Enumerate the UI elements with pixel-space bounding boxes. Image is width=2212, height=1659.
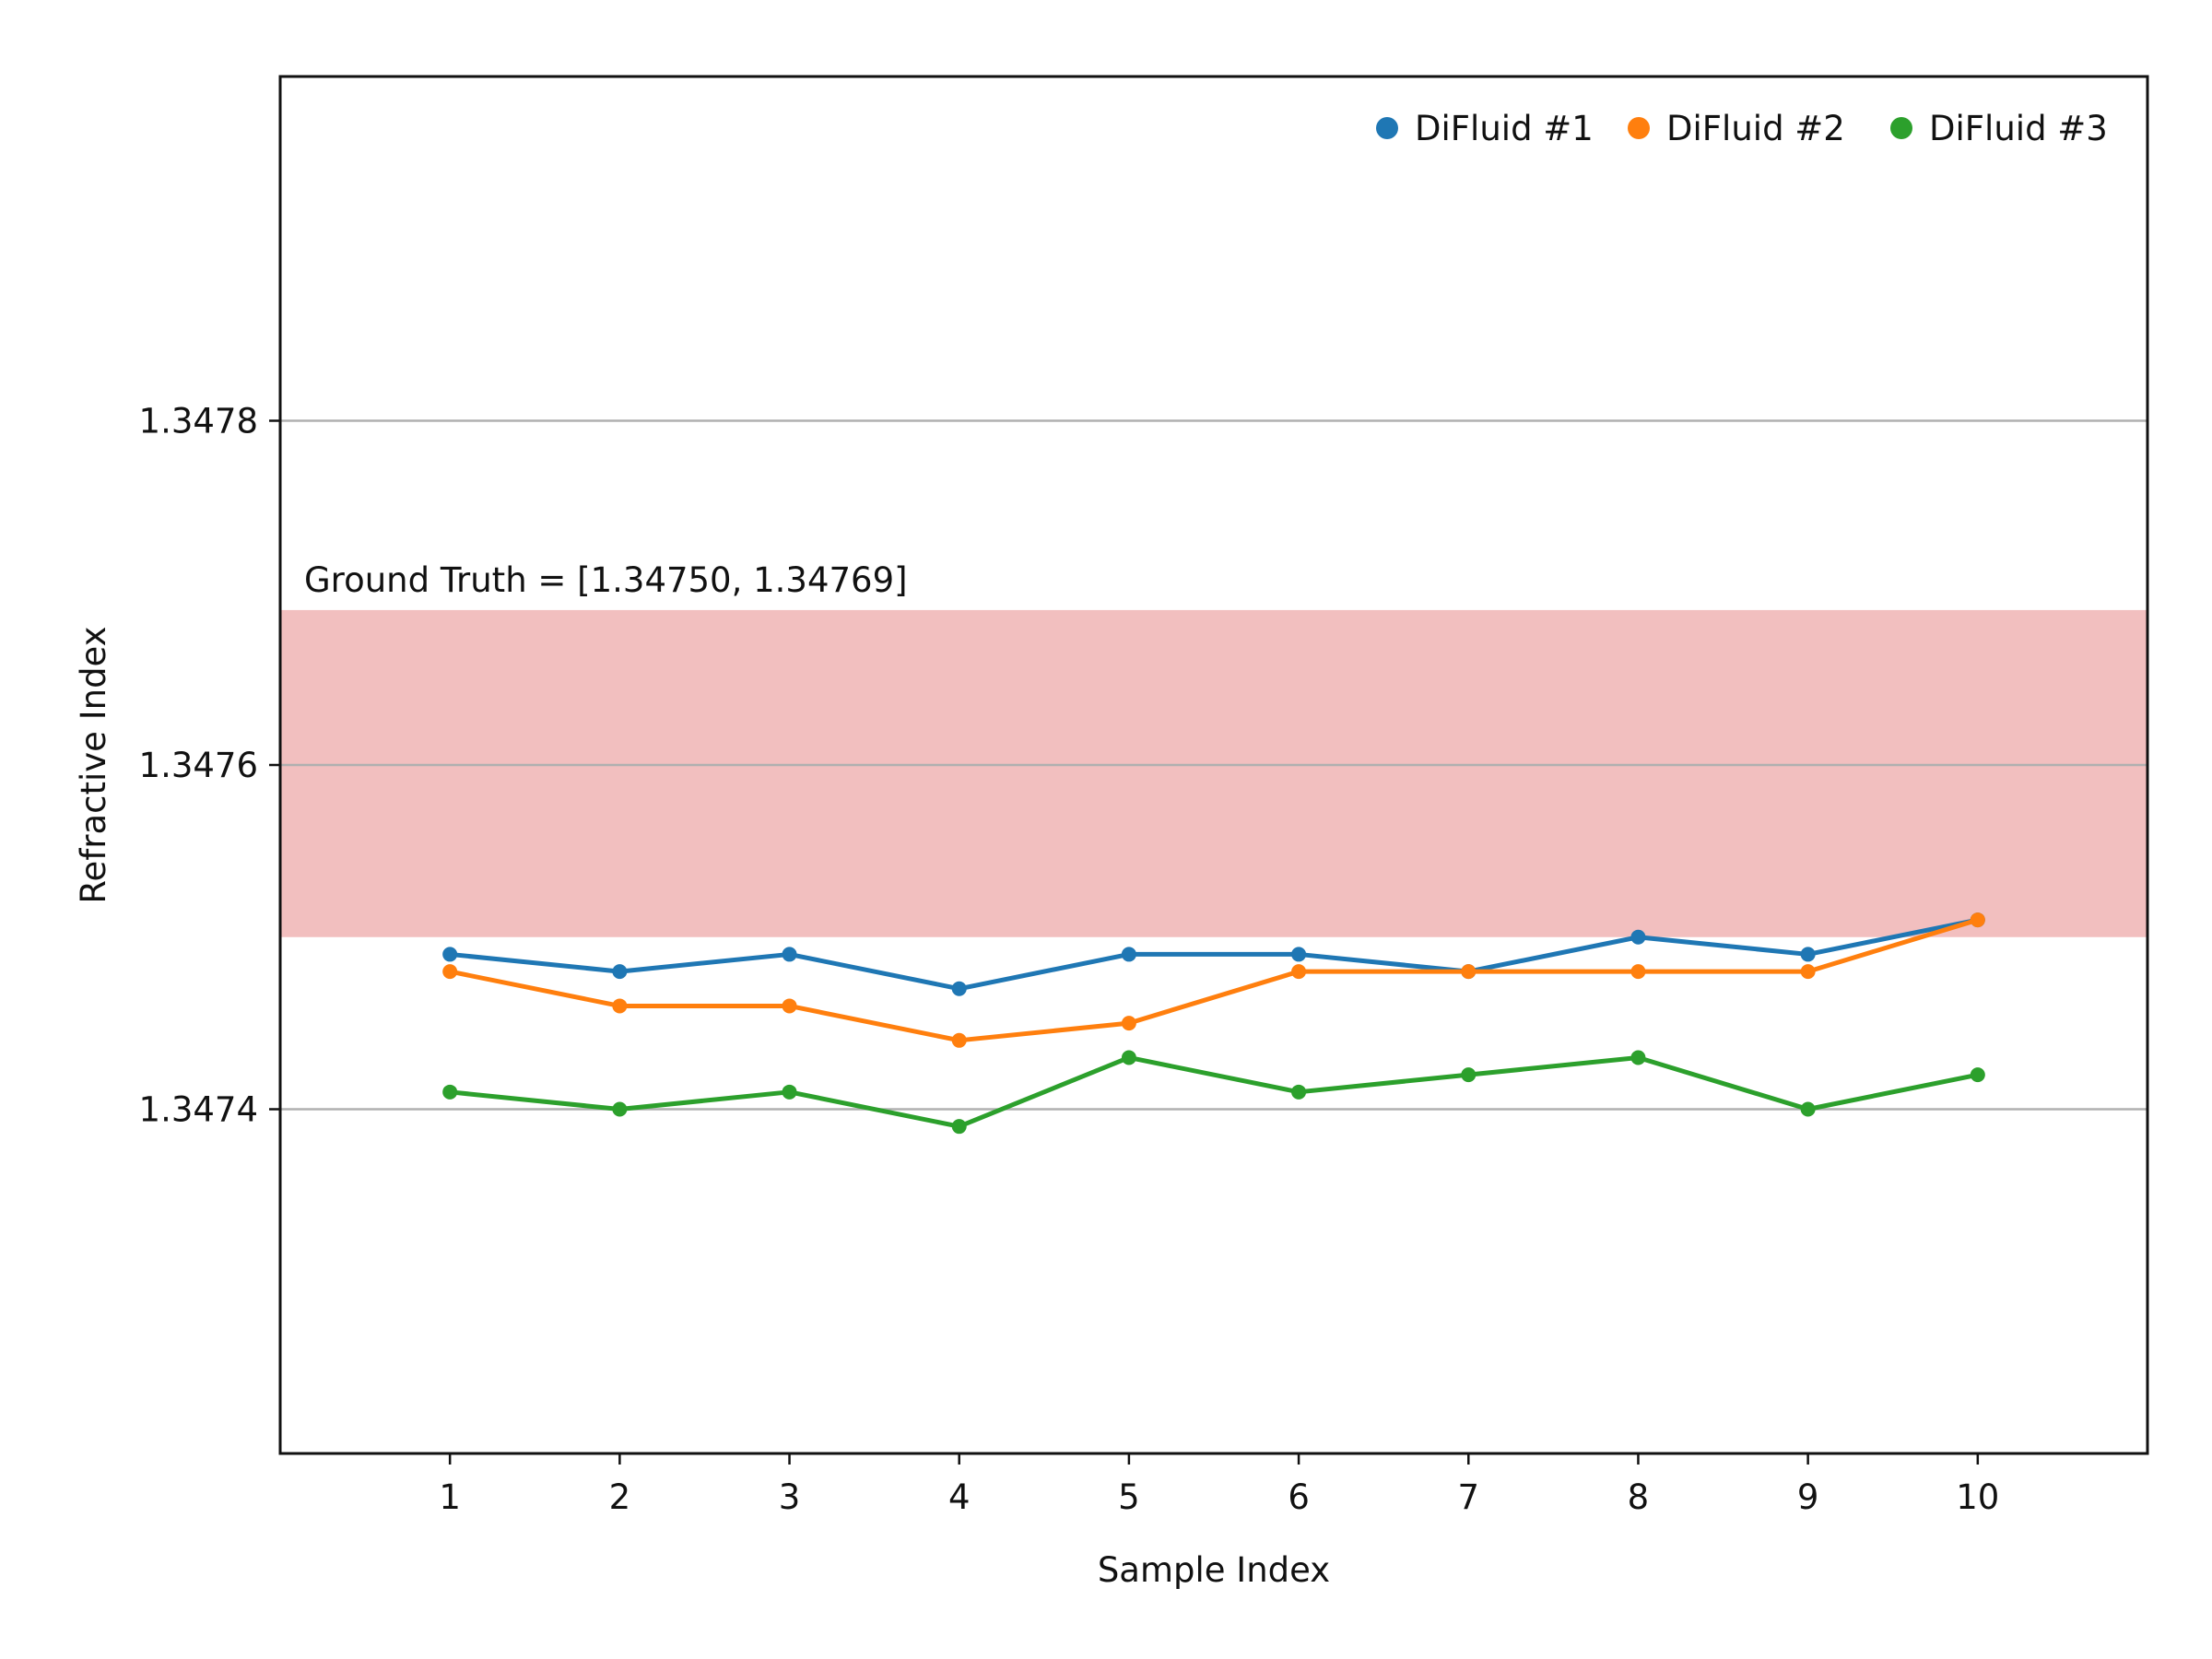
data-point xyxy=(951,1119,967,1135)
legend-item: DiFluid #2 xyxy=(1628,109,1845,148)
data-point xyxy=(1461,964,1477,980)
y-tick-label: 1.3478 xyxy=(139,402,258,441)
ground-truth-band xyxy=(280,609,2147,937)
data-point xyxy=(1800,947,1816,962)
data-point xyxy=(442,947,458,962)
legend-label: DiFluid #2 xyxy=(1666,109,1845,148)
data-point xyxy=(1800,1101,1816,1117)
data-point xyxy=(1970,1067,1985,1083)
legend-marker xyxy=(1890,117,1912,139)
series-line xyxy=(449,917,1979,1043)
data-point xyxy=(612,1101,628,1117)
data-point xyxy=(951,1032,967,1048)
series-line xyxy=(449,1054,1979,1129)
data-point xyxy=(1121,1050,1136,1065)
data-point xyxy=(1970,912,1985,928)
x-tick-label: 10 xyxy=(1956,1477,1999,1517)
x-tick-label: 9 xyxy=(1797,1477,1819,1517)
data-point xyxy=(1630,964,1646,980)
y-tick-label: 1.3476 xyxy=(139,746,258,785)
data-point xyxy=(951,981,967,996)
x-tick-label: 5 xyxy=(1118,1477,1140,1517)
data-point xyxy=(1630,1050,1646,1065)
legend: DiFluid #1 DiFluid #2 DiFluid #3 xyxy=(1376,109,2108,148)
x-tick-label: 1 xyxy=(439,1477,461,1517)
legend-marker xyxy=(1376,117,1398,139)
series-layer xyxy=(442,912,1985,1135)
data-point xyxy=(1291,1084,1307,1100)
data-point xyxy=(1461,1067,1477,1083)
data-point xyxy=(1121,947,1136,962)
x-tick-label: 8 xyxy=(1628,1477,1650,1517)
ground-truth-band-layer xyxy=(280,609,2147,937)
data-point xyxy=(442,1084,458,1100)
data-point xyxy=(612,964,628,980)
legend-label: DiFluid #1 xyxy=(1415,109,1594,148)
series-line xyxy=(449,917,1979,992)
x-tick-label: 3 xyxy=(779,1477,801,1517)
gridlines xyxy=(280,419,2147,1111)
y-axis-label: Refractive Index xyxy=(74,626,113,903)
legend-label: DiFluid #3 xyxy=(1929,109,2108,148)
legend-marker xyxy=(1628,117,1650,139)
data-point xyxy=(1800,964,1816,980)
y-tick-label: 1.3474 xyxy=(139,1090,258,1130)
series-group xyxy=(442,912,1985,1048)
series-group xyxy=(442,1050,1985,1135)
x-tick-label: 6 xyxy=(1288,1477,1310,1517)
x-tick-label: 7 xyxy=(1457,1477,1479,1517)
data-point xyxy=(1291,947,1307,962)
ground-truth-label: Ground Truth = [1.34750, 1.34769] xyxy=(304,560,908,600)
data-point xyxy=(1630,929,1646,945)
x-tick-label: 2 xyxy=(609,1477,631,1517)
data-point xyxy=(1121,1016,1136,1031)
x-axis-label: Sample Index xyxy=(1098,1550,1330,1590)
data-point xyxy=(782,1084,797,1100)
data-point xyxy=(612,998,628,1014)
legend-item: DiFluid #3 xyxy=(1890,109,2108,148)
data-point xyxy=(782,998,797,1014)
y-axis-ticks: 1.3474 1.3476 1.3478 xyxy=(139,402,280,1130)
x-tick-label: 4 xyxy=(948,1477,971,1517)
data-point xyxy=(442,964,458,980)
data-point xyxy=(782,947,797,962)
legend-item: DiFluid #1 xyxy=(1376,109,1594,148)
data-point xyxy=(1291,964,1307,980)
x-axis-ticks: 1 2 3 4 5 6 7 8 9 10 xyxy=(439,1453,1999,1517)
